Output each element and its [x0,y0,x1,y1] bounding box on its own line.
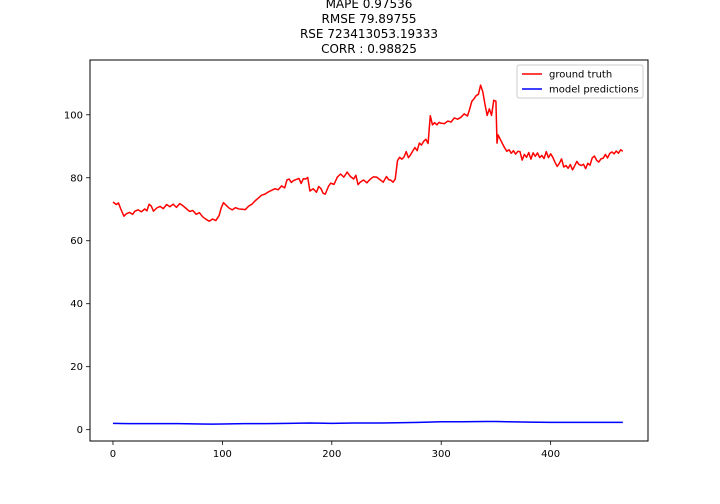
title-line-rse: RSE 723413053.19333 [300,27,438,41]
y-tick-label: 100 [64,110,83,121]
y-tick-label: 40 [70,299,83,310]
legend-label-ground-truth: ground truth [549,70,612,81]
title-line-corr: CORR : 0.98825 [321,42,417,56]
chart-title: MAPE 0.97536 RMSE 79.89755 RSE 723413053… [300,0,438,56]
title-line-rmse: RMSE 79.89755 [322,12,417,26]
x-tick-label: 300 [432,449,451,460]
x-tick-label: 200 [322,449,341,460]
y-tick-label: 0 [77,425,83,436]
x-tick-label: 100 [213,449,232,460]
y-tick-label: 60 [70,236,83,247]
x-axis: 0 100 200 300 400 [110,441,560,460]
series-layer [112,84,624,425]
legend: ground truth model predictions [516,64,644,99]
y-axis: 0 20 40 60 80 100 [64,110,90,436]
x-tick-label: 0 [110,449,116,460]
title-line-mape: MAPE 0.97536 [326,0,413,11]
series-line-model-predictions [112,420,623,425]
legend-label-model-predictions: model predictions [549,85,639,96]
plot-frame [89,59,649,442]
y-tick-label: 80 [70,173,83,184]
legend-box [516,64,644,99]
series-line-ground-truth [112,84,624,222]
x-tick-label: 400 [541,449,560,460]
plot-area [89,59,649,442]
y-tick-label: 20 [70,362,83,373]
